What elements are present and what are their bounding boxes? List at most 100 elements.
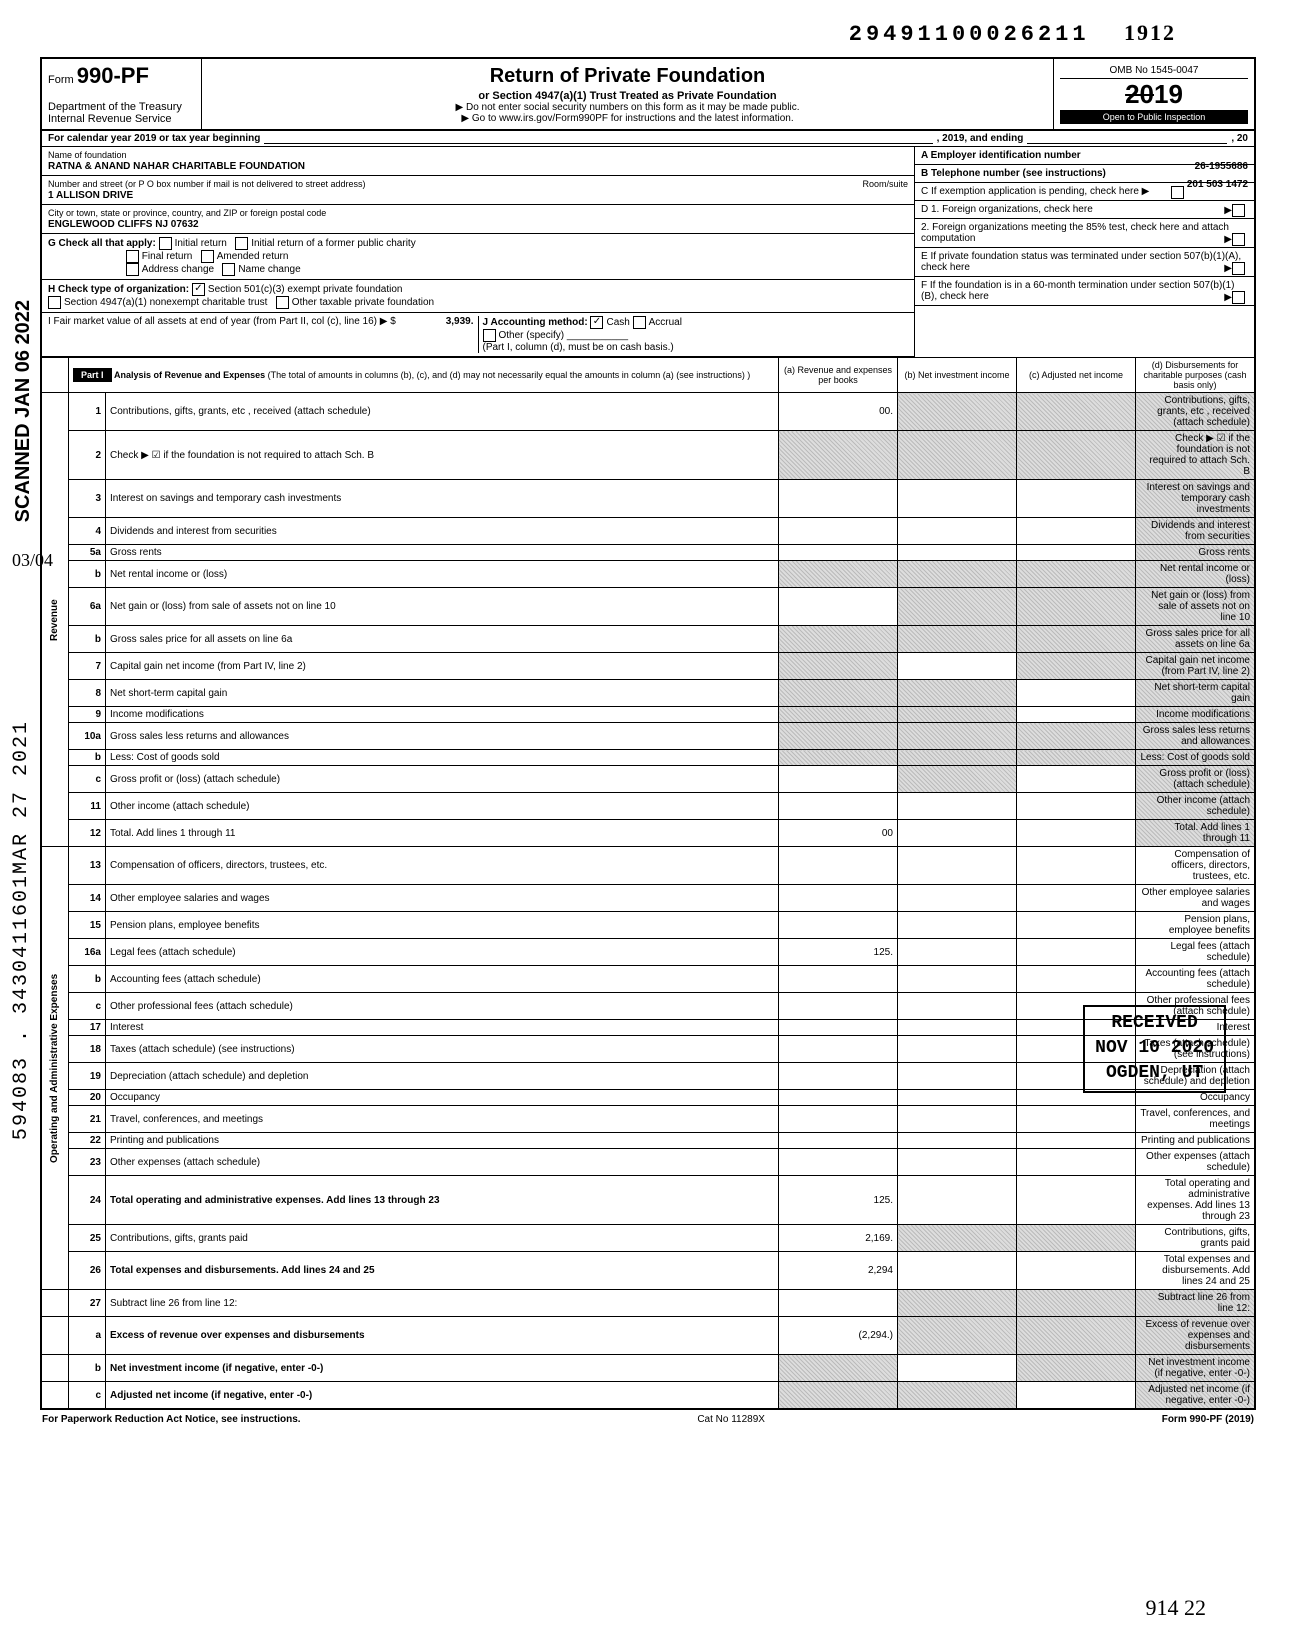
table-row: 23Other expenses (attach schedule)Other … <box>41 1149 1255 1176</box>
line-number: 25 <box>69 1225 106 1252</box>
address-block: Number and street (or P O box number if … <box>42 176 914 205</box>
line-desc: Depreciation (attach schedule) and deple… <box>106 1063 779 1090</box>
amount-cell <box>898 793 1017 820</box>
amount-cell <box>779 723 898 750</box>
amount-cell <box>898 1063 1017 1090</box>
g4: Amended return <box>217 251 289 262</box>
city-label: City or town, state or province, country… <box>48 208 326 218</box>
line-number: 26 <box>69 1252 106 1290</box>
amount-cell: (2,294.) <box>779 1317 898 1355</box>
line-d2: 2. Foreign organizations meeting the 85%… <box>915 219 1254 248</box>
line-number: 5a <box>69 545 106 561</box>
cal-year-end: , 20 <box>1231 133 1248 144</box>
amount-cell <box>1017 750 1136 766</box>
g-label: G Check all that apply: <box>48 238 156 249</box>
amount-cell: Pension plans, employee benefits <box>1136 912 1256 939</box>
amount-cell <box>898 723 1017 750</box>
line-desc: Other professional fees (attach schedule… <box>106 993 779 1020</box>
chk-501c3[interactable]: ✓ <box>192 283 205 296</box>
line-desc: Gross sales price for all assets on line… <box>106 626 779 653</box>
line-number: 14 <box>69 885 106 912</box>
year-prefix: 20 <box>1125 79 1154 109</box>
amount-cell <box>779 966 898 993</box>
amount-cell: 2,169. <box>779 1225 898 1252</box>
line-desc: Compensation of officers, directors, tru… <box>106 847 779 885</box>
amount-cell <box>898 1106 1017 1133</box>
j-label: J Accounting method: <box>483 317 588 328</box>
amount-cell: 125. <box>779 939 898 966</box>
name-of-foundation: Name of foundation RATNA & ANAND NAHAR C… <box>42 147 914 176</box>
line-desc: Adjusted net income (if negative, enter … <box>106 1382 779 1410</box>
chk-85pct[interactable] <box>1232 233 1245 246</box>
amount-cell: Less: Cost of goods sold <box>1136 750 1256 766</box>
page-footer: For Paperwork Reduction Act Notice, see … <box>40 1410 1256 1429</box>
amount-cell <box>1017 588 1136 626</box>
line-number: 18 <box>69 1036 106 1063</box>
table-row: bNet rental income or (loss)Net rental i… <box>41 561 1255 588</box>
line-number: 12 <box>69 820 106 847</box>
g2: Initial return of a former public charit… <box>251 238 416 249</box>
g3: Final return <box>142 251 193 262</box>
side-dln-stamp: 594083 . 3430411601MAR 27 2021 <box>10 720 33 1140</box>
amount-cell <box>898 912 1017 939</box>
line-desc: Taxes (attach schedule) (see instruction… <box>106 1036 779 1063</box>
amount-cell <box>779 518 898 545</box>
chk-4947a1[interactable] <box>48 296 61 309</box>
room-label: Room/suite <box>862 179 908 189</box>
amount-cell: Contributions, gifts, grants, etc , rece… <box>1136 393 1256 431</box>
chk-name-change[interactable] <box>222 263 235 276</box>
open-inspection: Open to Public Inspection <box>1060 110 1248 124</box>
line-desc: Gross rents <box>106 545 779 561</box>
amount-cell <box>1017 653 1136 680</box>
table-row: 5aGross rentsGross rents <box>41 545 1255 561</box>
footer-cat: Cat No 11289X <box>697 1414 765 1425</box>
amount-cell <box>779 1355 898 1382</box>
chk-60month[interactable] <box>1232 291 1245 304</box>
amount-cell: Adjusted net income (if negative, enter … <box>1136 1382 1256 1410</box>
table-row: 9Income modificationsIncome modification… <box>41 707 1255 723</box>
amount-cell <box>779 545 898 561</box>
line-number: b <box>69 966 106 993</box>
amount-cell: Gross sales price for all assets on line… <box>1136 626 1256 653</box>
chk-terminated[interactable] <box>1232 262 1245 275</box>
amount-cell <box>898 393 1017 431</box>
chk-addr-change[interactable] <box>126 263 139 276</box>
part1-table: Part I Analysis of Revenue and Expenses … <box>40 357 1256 1410</box>
chk-accrual[interactable] <box>633 316 646 329</box>
dept-line-2: Internal Revenue Service <box>48 113 172 125</box>
amount-cell <box>779 1020 898 1036</box>
chk-cash[interactable]: ✓ <box>590 316 603 329</box>
chk-initial-former[interactable] <box>235 237 248 250</box>
form-title: Return of Private Foundation <box>208 65 1047 88</box>
table-row: bAccounting fees (attach schedule)Accoun… <box>41 966 1255 993</box>
chk-foreign-org[interactable] <box>1232 204 1245 217</box>
chk-acct-other[interactable] <box>483 329 496 342</box>
ein-label: A Employer identification number <box>921 150 1081 161</box>
amount-cell <box>1017 1106 1136 1133</box>
dln-number: 29491100026211 <box>849 22 1090 47</box>
chk-amended[interactable] <box>201 250 214 263</box>
amount-cell: Dividends and interest from securities <box>1136 518 1256 545</box>
amount-cell <box>779 1106 898 1133</box>
table-row: 16aLegal fees (attach schedule)125.Legal… <box>41 939 1255 966</box>
received-text: RECEIVED <box>1095 1011 1214 1036</box>
part1-title: Analysis of Revenue and Expenses <box>114 370 265 380</box>
amount-cell <box>779 1149 898 1176</box>
line-number: a <box>69 1317 106 1355</box>
amount-cell: Excess of revenue over expenses and disb… <box>1136 1317 1256 1355</box>
received-stamp: RECEIVED NOV 10 2020 OGDEN, UT <box>1083 1005 1226 1093</box>
table-row: 25Contributions, gifts, grants paid2,169… <box>41 1225 1255 1252</box>
col-a-header: (a) Revenue and expenses per books <box>779 358 898 393</box>
table-row: cAdjusted net income (if negative, enter… <box>41 1382 1255 1410</box>
amount-cell <box>898 680 1017 707</box>
part1-label: Part I <box>73 368 112 382</box>
line-desc: Net gain or (loss) from sale of assets n… <box>106 588 779 626</box>
chk-exemption-pending[interactable] <box>1171 186 1184 199</box>
amount-cell <box>898 820 1017 847</box>
amount-cell <box>898 966 1017 993</box>
chk-final-return[interactable] <box>126 250 139 263</box>
line-number: c <box>69 766 106 793</box>
chk-initial-return[interactable] <box>159 237 172 250</box>
chk-other-taxable[interactable] <box>276 296 289 309</box>
amount-cell <box>898 518 1017 545</box>
